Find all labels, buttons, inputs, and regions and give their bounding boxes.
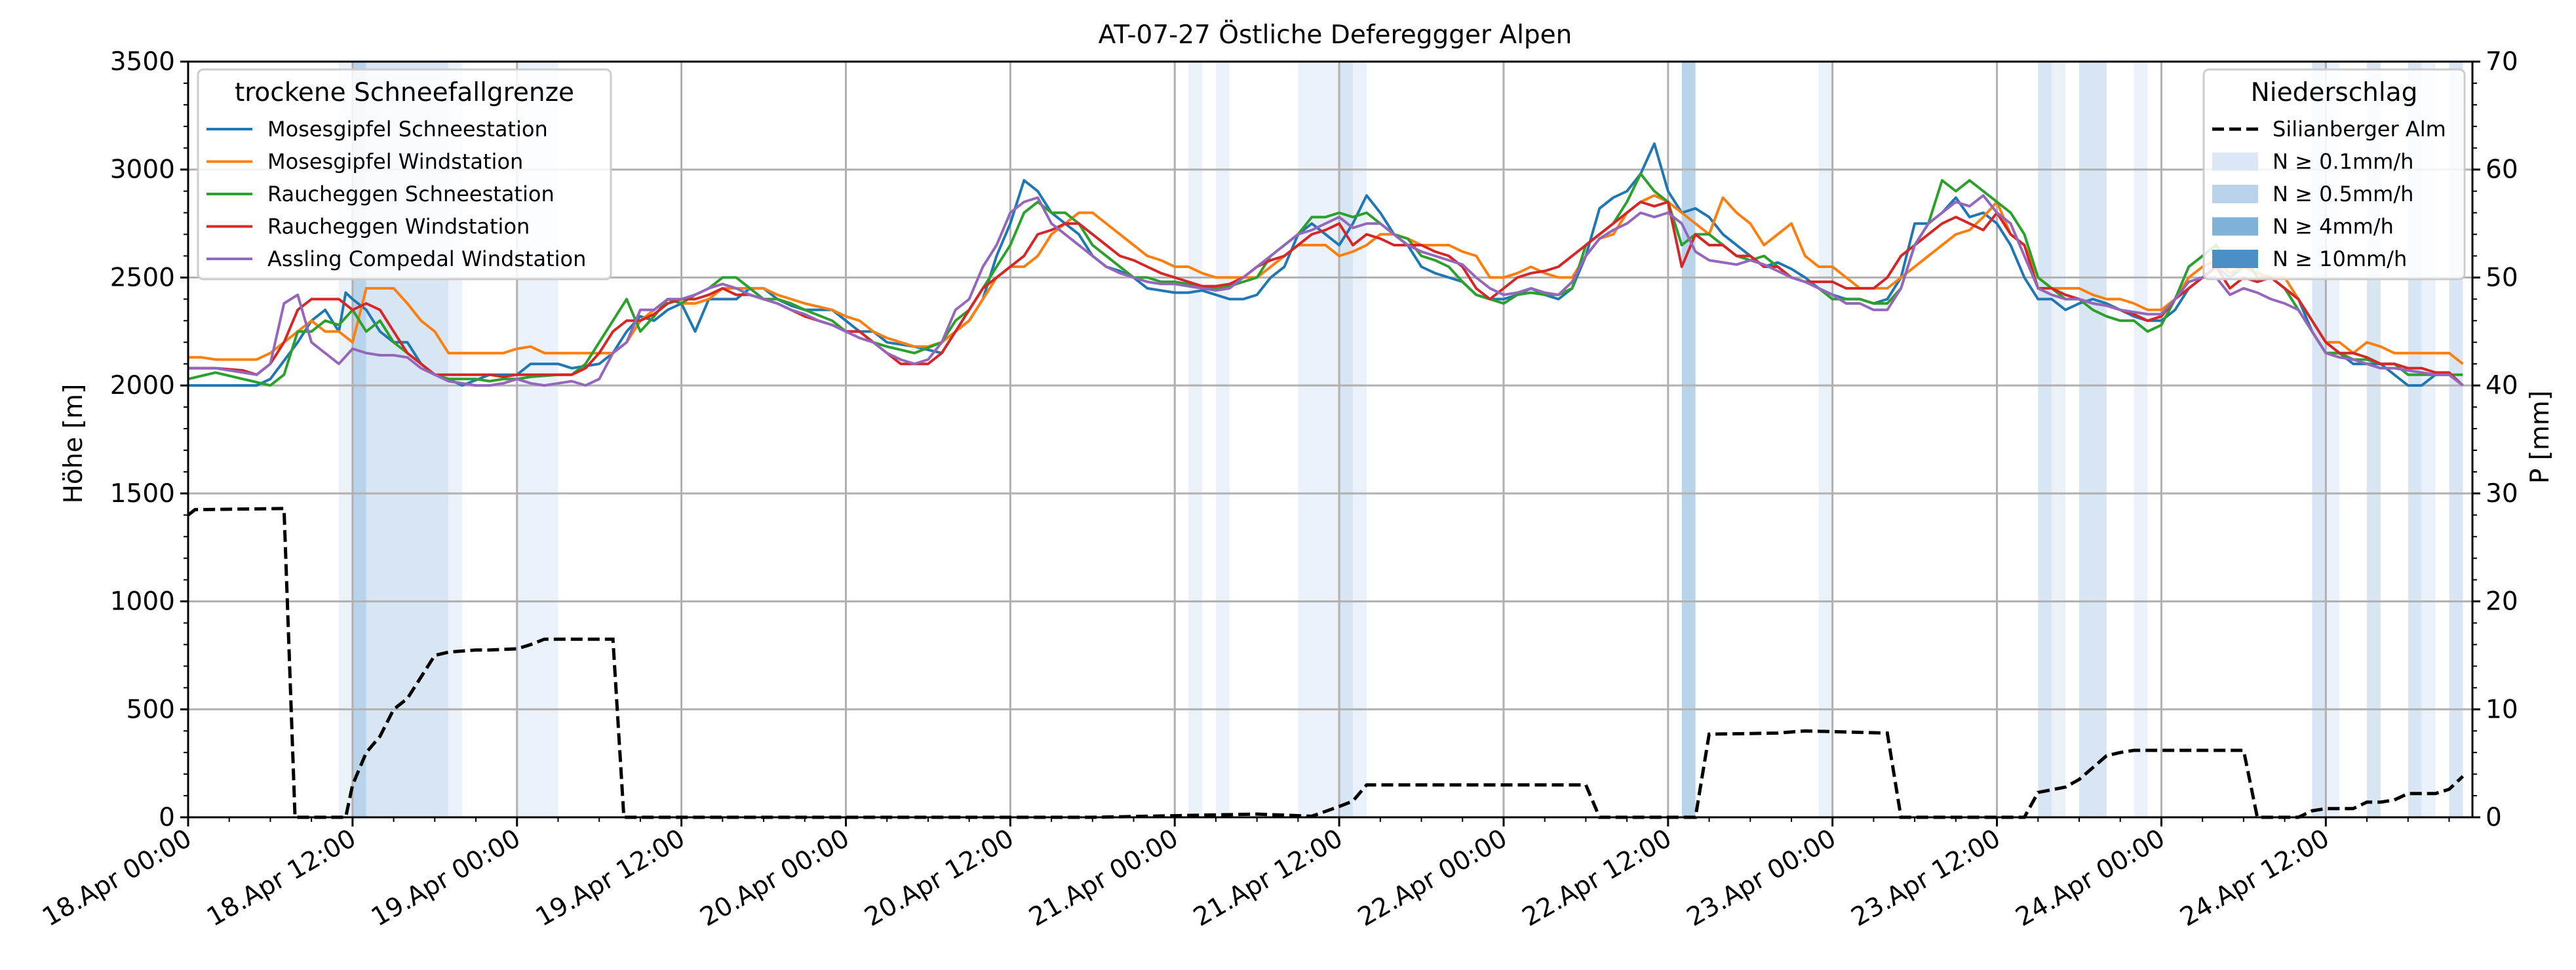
precip-band [2052, 62, 2066, 817]
legend-right-label: N ≥ 0.1mm/h [2273, 149, 2413, 174]
legend-right-box [2202, 68, 2466, 281]
x-tick-label: 18.Apr 12:00 [202, 824, 361, 933]
y2-tick-label: 10 [2486, 695, 2518, 724]
legend-right-label: N ≥ 4mm/h [2273, 214, 2394, 239]
y-tick-label: 0 [159, 803, 175, 832]
x-tick-label: 20.Apr 12:00 [860, 824, 1019, 933]
legend-left: trockene Schneefallgrenze Mosesgipfel Sch… [197, 68, 612, 281]
y-tick-label: 3000 [110, 155, 175, 185]
precip-band [2038, 62, 2052, 817]
precip-bands-layer [338, 62, 2463, 817]
y2-axis-label: P [mm] [2526, 391, 2555, 484]
y2-tick-label: 40 [2486, 371, 2518, 400]
precip-band [1681, 62, 1696, 817]
legend-left-label: Raucheggen Schneestation [267, 182, 555, 206]
y2-tick-label: 50 [2486, 263, 2518, 292]
legend-left-label: Assling Compedal Windstation [267, 246, 586, 271]
x-tick-label: 24.Apr 12:00 [2176, 824, 2335, 933]
plot-frame [187, 60, 2474, 819]
x-tick-label: 19.Apr 12:00 [531, 824, 690, 933]
legend-right-swatch [2212, 217, 2258, 236]
x-tick-label: 22.Apr 12:00 [1517, 824, 1677, 933]
legend-right-title: Niederschlag [2251, 78, 2418, 107]
y-tick-label: 2000 [110, 371, 175, 400]
precip-band [1339, 62, 1353, 817]
y2-tick-label: 0 [2486, 803, 2502, 832]
precip-band [1352, 62, 1367, 817]
x-tick-label: 19.Apr 00:00 [366, 824, 526, 933]
precip-line [187, 507, 2465, 819]
legend-right-swatch [2212, 250, 2258, 268]
x-tick-label: 21.Apr 00:00 [1025, 824, 1184, 933]
legend-right: Niederschlag Silianberger Alm N ≥ 0.1mm/h N… [2202, 68, 2466, 281]
x-tick-label: 22.Apr 00:00 [1353, 824, 1512, 933]
precip-band [1818, 62, 1833, 817]
x-tick-label: 21.Apr 12:00 [1188, 824, 1348, 933]
series-layer [187, 142, 2465, 819]
x-tick-label: 20.Apr 00:00 [695, 824, 855, 933]
legend-right-label: N ≥ 10mm/h [2273, 246, 2407, 271]
series-line [188, 194, 2464, 387]
precip-band [1188, 62, 1203, 817]
y-tick-label: 1500 [110, 479, 175, 509]
legend-left-title: trockene Schneefallgrenze [235, 78, 574, 107]
legend-left-label: Mosesgipfel Windstation [267, 149, 523, 174]
y2-tick-label: 20 [2486, 587, 2518, 617]
x-tick-label: 24.Apr 00:00 [2011, 824, 2170, 933]
y-axis-label: Höhe [m] [59, 384, 88, 504]
x-tick-label: 23.Apr 00:00 [1682, 824, 1841, 933]
legend-right-label: Silianberger Alm [2273, 117, 2446, 142]
y-tick-label: 500 [127, 695, 175, 724]
chart-title: AT-07-27 Östliche Defereggger Alpen [1099, 20, 1572, 50]
y-tick-label: 1000 [110, 587, 175, 617]
y-tick-label: 3500 [110, 47, 175, 77]
precip-band [1215, 62, 1230, 817]
y2-tick-label: 60 [2486, 155, 2518, 185]
precip-band [2079, 62, 2107, 817]
legend-right-swatch [2212, 152, 2258, 171]
legend-left-label: Raucheggen Windstation [267, 214, 530, 239]
legend-left-box [197, 68, 612, 281]
legend-right-swatch [2212, 185, 2258, 203]
y-tick-label: 2500 [110, 263, 175, 292]
precip-band [2134, 62, 2148, 817]
x-tick-label: 23.Apr 12:00 [1846, 824, 2006, 933]
legend-right-label: N ≥ 0.5mm/h [2273, 182, 2413, 206]
precip-band [1298, 62, 1340, 817]
y2-tick-label: 70 [2486, 47, 2518, 77]
x-tick-label: 18.Apr 00:00 [37, 824, 197, 933]
legend-left-label: Mosesgipfel Schneestation [267, 117, 548, 142]
y2-tick-label: 30 [2486, 479, 2518, 509]
